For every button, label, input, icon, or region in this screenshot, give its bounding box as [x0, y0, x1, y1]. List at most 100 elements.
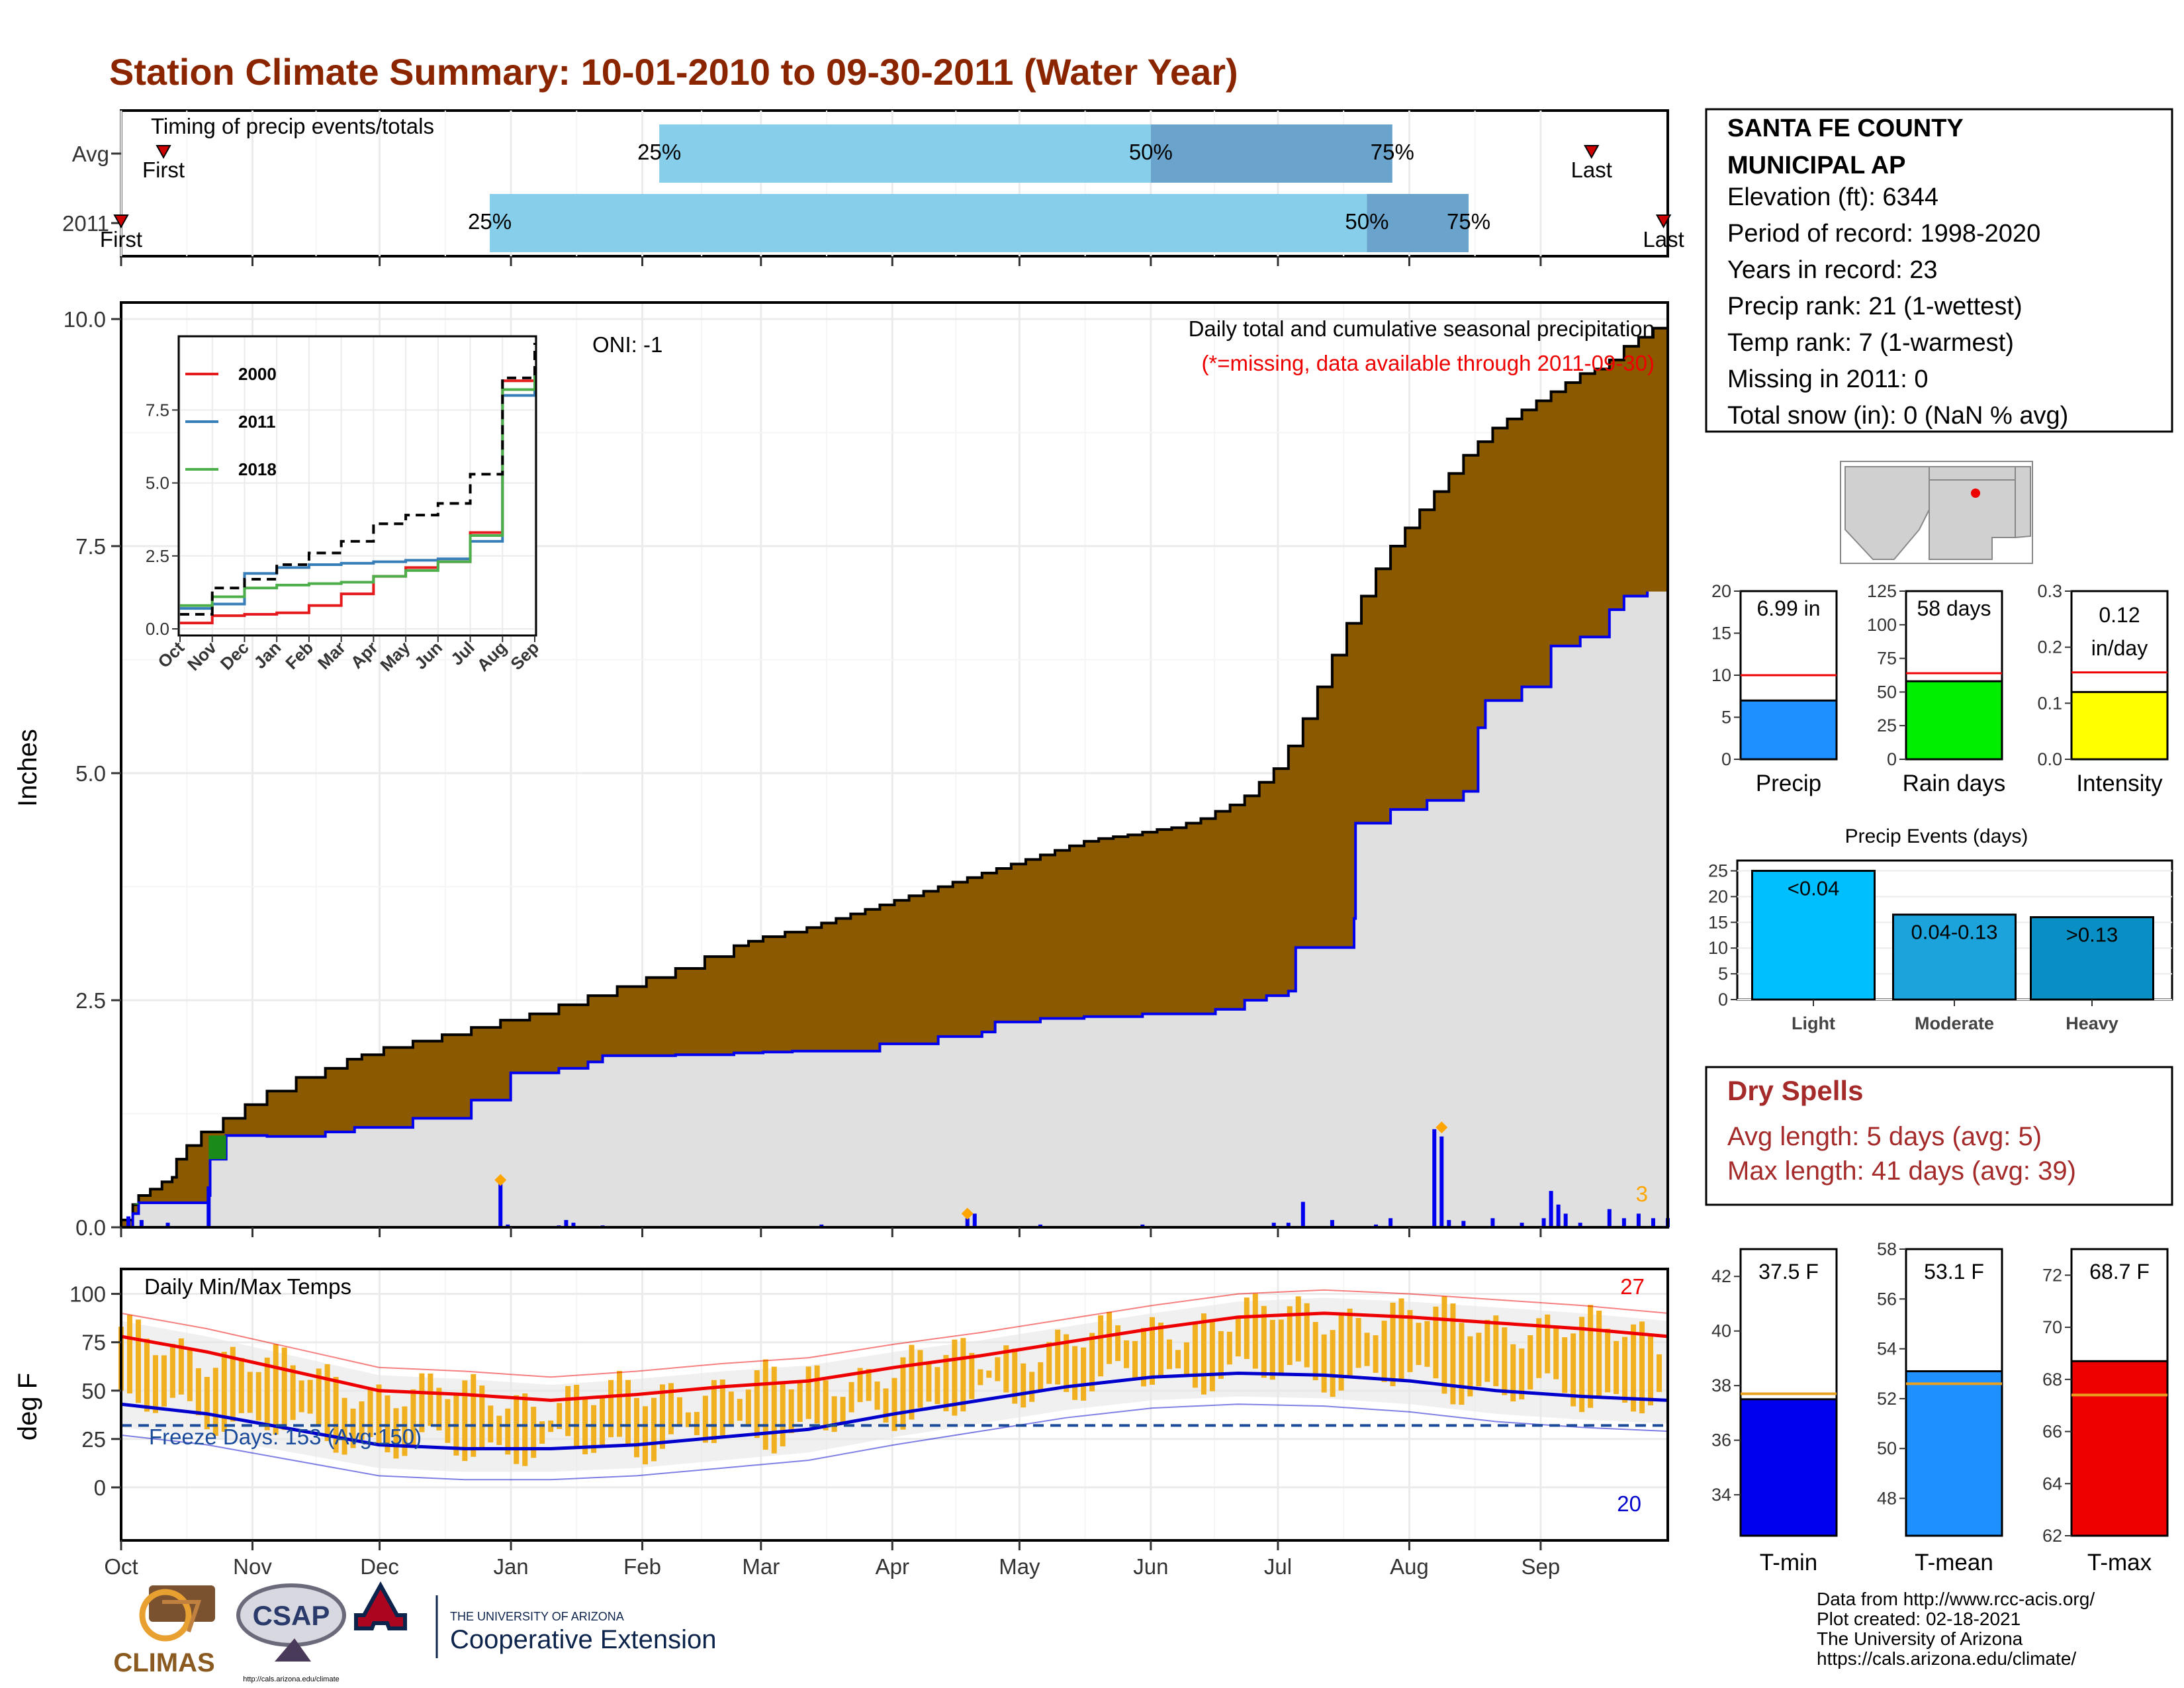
daily-temp-bar	[471, 1374, 477, 1457]
temp-gauge-bar-T-mean	[1905, 1370, 2003, 1537]
temp-gauge-tick-label: 40	[1711, 1321, 1731, 1341]
daily-temp-bar	[1441, 1296, 1447, 1394]
gauge-tick-label: 0.0	[2037, 749, 2062, 769]
temp-gauge-tick-label: 58	[1877, 1239, 1897, 1259]
daily-temp-bar	[557, 1403, 563, 1429]
daily-temp-bar	[909, 1344, 915, 1420]
daily-precip-bar	[1461, 1221, 1466, 1227]
daily-temp-bar	[1398, 1298, 1404, 1382]
daily-temp-bar	[445, 1399, 451, 1443]
precip-ytick-label: 0.0	[75, 1215, 106, 1240]
avg-cumulative-line	[121, 319, 1669, 1222]
daily-temp-bar	[376, 1384, 382, 1443]
daily-temp-bar	[952, 1339, 958, 1416]
daily-temp-bar	[565, 1385, 571, 1436]
station-info-line: Missing in 2011: 0	[1727, 365, 1928, 393]
daily-temp-bar	[505, 1408, 511, 1455]
daily-temp-bar	[574, 1384, 580, 1448]
timing-row-label: 2011	[62, 211, 109, 236]
daily-precip-bar	[1140, 1224, 1145, 1227]
temp-gauge-value-label: 53.1 F	[1924, 1260, 1984, 1284]
temp-xtick-label: Jul	[1264, 1554, 1292, 1579]
temp-xtick-label: Jun	[1133, 1554, 1168, 1579]
daily-precip-bar	[1549, 1191, 1553, 1227]
gauge-tick-label: 10	[1711, 665, 1731, 685]
daily-temp-bar	[307, 1380, 313, 1414]
daily-temp-bar	[428, 1373, 433, 1427]
precip-ytick-label: 7.5	[75, 534, 106, 559]
daily-precip-bar	[1636, 1213, 1641, 1227]
precip-ytick-label: 10.0	[64, 307, 106, 332]
events-ytick-label: 10	[1708, 938, 1728, 958]
daily-temp-bar	[831, 1396, 837, 1432]
temp-xtick-label: Feb	[623, 1554, 661, 1579]
gauge-tick-label: 75	[1877, 649, 1897, 669]
daily-temp-bar	[548, 1420, 554, 1432]
inset-ytick-label: 2.5	[146, 546, 169, 566]
timing-first-marker	[156, 145, 171, 160]
gauge-tick-label: 5	[1721, 708, 1731, 727]
daily-temp-bar	[788, 1389, 794, 1434]
temp-gauge-tick-label: 70	[2042, 1317, 2062, 1337]
temp-xtick-label: Oct	[104, 1554, 138, 1579]
precip-ytick-label: 2.5	[75, 988, 106, 1013]
temp-xtick-label: Jan	[493, 1554, 528, 1579]
daily-temp-bar	[1124, 1340, 1130, 1368]
events-ytick-label: 25	[1708, 861, 1728, 881]
footer-line: https://cals.arizona.edu/climate/	[1817, 1648, 2076, 1669]
gauge-bar-Rain days	[1905, 680, 2003, 761]
csap-logo-text: CSAP	[253, 1600, 330, 1631]
csap-logo: CSAP http://cals.arizona.edu/climate	[236, 1583, 346, 1683]
daily-temp-bar	[745, 1389, 751, 1426]
daily-temp-bar	[488, 1405, 494, 1443]
record-min-line	[120, 1403, 1668, 1481]
daily-temp-bar	[1321, 1334, 1327, 1393]
daily-temp-bar	[857, 1368, 863, 1403]
location-map	[1840, 461, 2033, 564]
daily-temp-bar	[514, 1395, 520, 1464]
timing-panel: Avg 25% 50% 75% First Last 2011 25% 50% 75% First L…	[62, 109, 1684, 266]
timing-last-marker	[1655, 214, 1672, 229]
gauge-label-Intensity: Intensity	[2076, 771, 2163, 796]
temp-ytick-label: 0	[94, 1476, 106, 1500]
inset-ytick-label: 5.0	[146, 473, 169, 493]
timing-first-marker	[113, 214, 129, 229]
daily-temp-bar	[1038, 1362, 1044, 1391]
daily-temp-bar	[1373, 1335, 1379, 1373]
daily-temp-bar	[995, 1357, 1001, 1382]
daily-temp-bar	[333, 1377, 339, 1453]
temp-gauge-tick-label: 54	[1877, 1339, 1897, 1359]
temp-gauge-value-label: 37.5 F	[1758, 1260, 1819, 1284]
daily-temp-bar	[960, 1338, 966, 1412]
gauge-value-label-Intensity: 0.12 in/day	[2091, 603, 2148, 660]
inset-ytick-label: 7.5	[146, 400, 169, 420]
daily-temp-bar	[1021, 1363, 1026, 1408]
temp-gauge-tick-label: 52	[1877, 1389, 1897, 1409]
temp-panel: 0 25 50 75 100 Oct Nov Dec Jan Feb Mar Apr May Jun Ju…	[13, 1268, 1669, 1579]
precip-note: (*=missing, data available through 2011-…	[1201, 351, 1655, 375]
daily-temp-bar	[221, 1352, 227, 1432]
daily-temp-bar	[290, 1365, 296, 1421]
daily-temp-bar	[1089, 1333, 1095, 1391]
daily-temp-bar	[350, 1408, 356, 1448]
events-bar-value: >0.13	[2066, 923, 2118, 947]
gauge-tick-label: 0.3	[2037, 581, 2062, 601]
events-ytick-label: 20	[1708, 886, 1728, 906]
ua-small-text: THE UNIVERSITY OF ARIZONA	[450, 1610, 624, 1623]
freeze-days-label: Freeze Days: 153 (Avg:150)	[149, 1425, 422, 1449]
dry-spells-max: Max length: 41 days (avg: 39)	[1727, 1156, 2076, 1186]
daily-temp-bar	[1476, 1333, 1482, 1387]
daily-temp-bar	[1424, 1321, 1430, 1367]
daily-temp-bar	[1072, 1346, 1078, 1400]
temp-ytick-label: 25	[81, 1427, 106, 1452]
daily-temp-bar	[436, 1387, 442, 1430]
footer-line: Plot created: 02-18-2021	[1817, 1609, 2021, 1629]
inset-ytick-label: 0.0	[146, 619, 169, 639]
daily-precip-bar	[1578, 1223, 1582, 1227]
daily-temp-bar	[1545, 1314, 1551, 1374]
daily-temp-bar	[1209, 1319, 1215, 1391]
gauge-tick-label: 50	[1877, 682, 1897, 702]
temp-gauge-tick-label: 50	[1877, 1438, 1897, 1458]
daily-temp-bar	[1166, 1339, 1172, 1370]
